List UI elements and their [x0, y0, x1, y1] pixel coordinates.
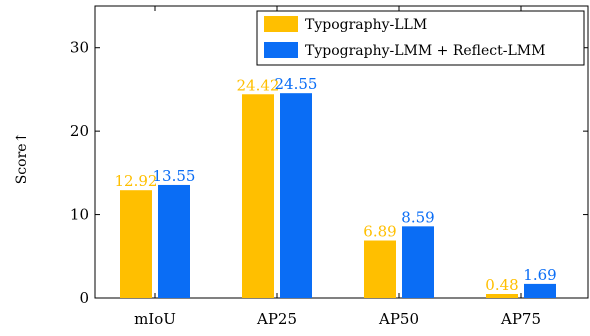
legend-label-typography-llm: Typography-LLM — [305, 17, 427, 33]
data-label: 12.92 — [115, 172, 158, 190]
data-label: 8.59 — [401, 208, 434, 226]
axis-frame — [94, 5, 589, 299]
data-label: 24.55 — [275, 75, 318, 93]
x-axis-ticks: mIoU AP25 AP50 AP75 — [134, 6, 541, 328]
y-tick-label: 0 — [79, 289, 89, 307]
y-tick-label: 20 — [70, 122, 89, 140]
y-tick-label: 10 — [70, 206, 89, 224]
bar-miou-series-2 — [158, 184, 190, 298]
data-label: 0.48 — [485, 276, 518, 294]
bar-ap75-series-1 — [486, 293, 518, 298]
y-axis-ticks: 0 10 20 30 — [70, 39, 588, 307]
bar-ap50-series-1 — [364, 240, 396, 298]
y-tick-label: 30 — [70, 39, 89, 57]
legend-swatch-typography-llm — [264, 16, 298, 32]
bar-ap50-series-2 — [402, 226, 434, 298]
bar-ap75-series-2 — [524, 283, 556, 298]
legend: Typography-LLM Typography-LMM + Reflect-… — [256, 10, 585, 66]
data-label: 24.42 — [237, 76, 280, 94]
data-label: 1.69 — [523, 266, 556, 284]
bar-miou-series-1 — [120, 190, 152, 298]
bar-ap25-series-1 — [242, 94, 274, 298]
bar-ap25-series-2 — [280, 93, 312, 298]
x-tick-label: mIoU — [134, 310, 176, 328]
y-axis-label: Score↑ — [14, 132, 30, 185]
data-label: 13.55 — [153, 167, 196, 185]
legend-label-typography-lmm-reflect-lmm: Typography-LMM + Reflect-LMM — [305, 43, 545, 59]
legend-swatch-typography-lmm-reflect-lmm — [264, 42, 298, 58]
data-label: 6.89 — [363, 223, 396, 241]
plot-area — [94, 5, 589, 299]
x-tick-label: AP75 — [500, 310, 541, 328]
bars — [120, 93, 556, 298]
legend-box — [256, 10, 585, 66]
x-tick-label: AP50 — [378, 310, 419, 328]
x-tick-label: AP25 — [256, 310, 297, 328]
